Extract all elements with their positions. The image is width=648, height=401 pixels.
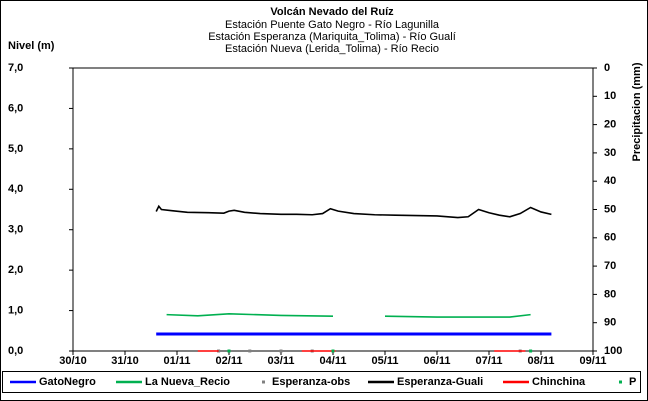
- y2-tick-label: 100: [604, 345, 622, 357]
- series-point: [227, 349, 231, 353]
- y-tick-label: 0,0: [8, 345, 23, 357]
- x-tick-label: 07/11: [476, 355, 503, 367]
- y2-tick-label: 10: [604, 90, 616, 102]
- series-point: [331, 349, 335, 353]
- x-tick-label: 08/11: [528, 355, 555, 367]
- x-tick-label: 31/10: [111, 355, 139, 367]
- y2-tick-label: 70: [604, 260, 616, 272]
- y2-tick-label: 0: [604, 62, 610, 74]
- chart-subtitle: Estación Nueva (Lerida_Tolima) - Río Rec…: [225, 43, 439, 55]
- x-tick-label: 06/11: [424, 355, 451, 367]
- y-tick-label: 5,0: [8, 143, 23, 155]
- series-line: [155, 204, 552, 219]
- chart-subtitle: Estación Esperanza (Mariquita_Tolima) - …: [208, 31, 456, 43]
- y2-tick-label: 20: [604, 119, 616, 131]
- y-tick-label: 6,0: [8, 102, 23, 114]
- y-tick-label: 7,0: [8, 62, 23, 74]
- x-tick-label: 02/11: [216, 355, 243, 367]
- y2-tick-label: 80: [604, 288, 616, 300]
- y2-tick-label: 40: [604, 175, 616, 187]
- legend-box: [2, 371, 641, 393]
- legend: GatoNegro La Nueva_Recio Esperanza-obs Espe…: [10, 376, 636, 388]
- y-tick-label: 4,0: [8, 183, 23, 195]
- y-tick-label: 1,0: [8, 304, 23, 316]
- x-tick-label: 04/11: [320, 355, 347, 367]
- series-point: [279, 349, 283, 353]
- chart-subtitle: Estación Puente Gato Negro - Río Lagunil…: [225, 19, 440, 31]
- x-tick-label: 09/11: [580, 355, 607, 367]
- legend-label: GatoNegro: [39, 376, 96, 388]
- legend-label: Esperanza-Guali: [397, 376, 483, 388]
- legend-label: La Nueva_Recio: [145, 376, 230, 388]
- y2-tick-label: 50: [604, 203, 616, 215]
- y-tick-label: 3,0: [8, 224, 23, 236]
- y-tick-label: 2,0: [8, 264, 23, 276]
- legend-label: Chinchina: [532, 376, 586, 388]
- x-tick-label: 05/11: [372, 355, 399, 367]
- x-tick-label: 30/10: [59, 355, 87, 367]
- legend-label: P: [629, 376, 636, 388]
- chart-title: Volcán Nevado del Ruíz: [270, 6, 394, 18]
- series-point: [248, 349, 252, 353]
- legend-label: Esperanza-obs: [272, 376, 350, 388]
- y-axis-label: Nivel (m): [8, 40, 55, 52]
- series-point: [529, 349, 533, 353]
- y2-tick-label: 60: [604, 232, 616, 244]
- legend-swatch: [619, 380, 622, 384]
- x-tick-label: 03/11: [268, 355, 295, 367]
- y2-tick-label: 90: [604, 317, 616, 329]
- y2-axis-label: Precipitacion (mm): [631, 62, 643, 161]
- series-line: [166, 313, 531, 318]
- y2-tick-label: 30: [604, 147, 616, 159]
- x-tick-label: 01/11: [164, 355, 191, 367]
- legend-swatch: [262, 380, 265, 384]
